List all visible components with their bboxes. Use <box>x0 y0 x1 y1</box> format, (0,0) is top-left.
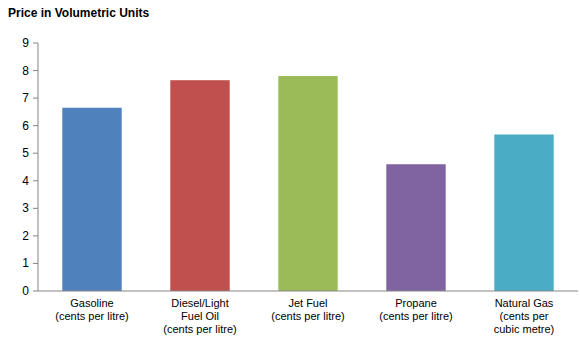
x-tick-label-line: cubic metre) <box>494 323 555 335</box>
x-tick-label: Gasoline(cents per litre) <box>55 297 128 322</box>
x-tick-label: Diesel/LightFuel Oil(cents per litre) <box>163 297 236 335</box>
y-tick <box>33 125 38 126</box>
x-tick-label: Propane(cents per litre) <box>379 297 452 322</box>
bar <box>386 164 445 291</box>
x-tick-label-line: (cents per litre) <box>163 323 236 335</box>
x-tick-label-line: Jet Fuel <box>288 297 327 309</box>
x-tick-label-line: Gasoline <box>70 297 113 309</box>
x-tick-label-line: (cents per <box>500 310 549 322</box>
chart: Price in Volumetric Units 0 1 2 3 4 5 6 7 8 9 Gasol… <box>0 0 580 343</box>
y-tick-label: 8 <box>22 64 29 78</box>
x-axis <box>38 291 578 292</box>
y-tick <box>33 208 38 209</box>
x-tick-label-line: (cents per litre) <box>379 310 452 322</box>
y-tick <box>33 98 38 99</box>
y-tick <box>33 263 38 264</box>
x-tick-label-line: Natural Gas <box>495 297 554 309</box>
bar <box>278 76 337 291</box>
y-tick-label: 6 <box>22 119 29 133</box>
y-tick <box>33 153 38 154</box>
y-tick <box>33 291 38 292</box>
y-tick-label: 0 <box>22 284 29 298</box>
x-tick-label: Natural Gas(cents percubic metre) <box>494 297 555 335</box>
y-tick-label: 5 <box>22 146 29 160</box>
x-tick-label-line: Propane <box>395 297 437 309</box>
y-tick-label: 2 <box>22 229 29 243</box>
y-tick <box>33 180 38 181</box>
bar <box>62 108 121 291</box>
x-tick-label-line: (cents per litre) <box>271 310 344 322</box>
y-tick <box>33 235 38 236</box>
y-tick-label: 1 <box>22 256 29 270</box>
y-tick-label: 9 <box>22 36 29 50</box>
x-tick-label-line: (cents per litre) <box>55 310 128 322</box>
y-tick-label: 7 <box>22 91 29 105</box>
y-axis <box>38 43 39 291</box>
y-tick-label: 4 <box>22 174 29 188</box>
x-tick-label: Jet Fuel(cents per litre) <box>271 297 344 322</box>
y-tick <box>33 70 38 71</box>
x-tick-label-line: Fuel Oil <box>181 310 219 322</box>
x-tick-label-line: Diesel/Light <box>171 297 228 309</box>
y-tick-label: 3 <box>22 201 29 215</box>
y-tick <box>33 43 38 44</box>
bar <box>170 80 229 291</box>
title: Price in Volumetric Units <box>8 6 149 20</box>
bar <box>494 134 553 291</box>
